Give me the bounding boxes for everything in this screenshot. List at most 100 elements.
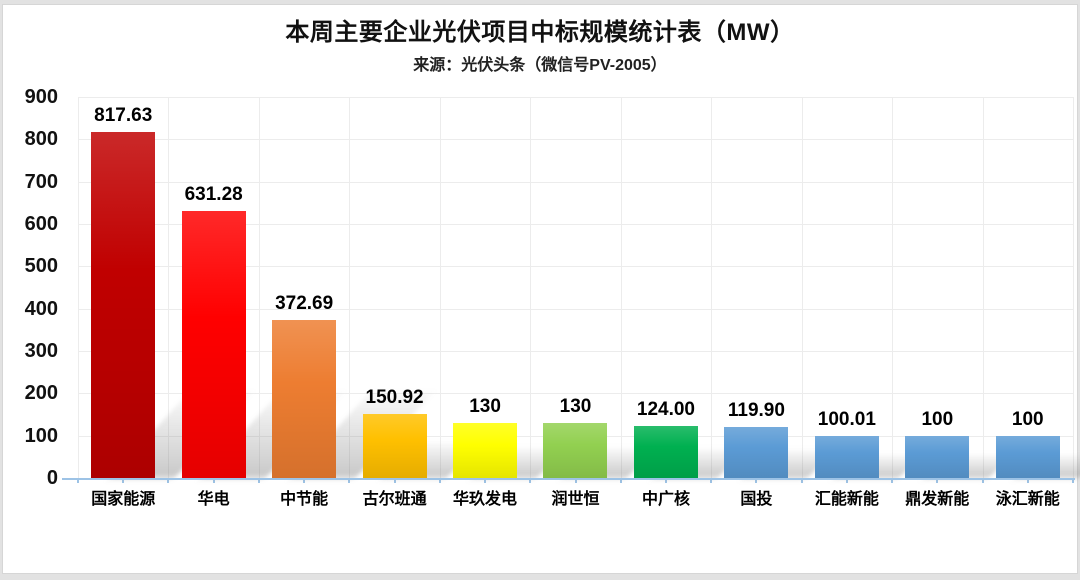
category-label: 华玖发电 (453, 491, 518, 508)
bar (181, 210, 246, 479)
bar (814, 435, 879, 479)
x-tick (664, 478, 667, 483)
bar (995, 435, 1060, 479)
h-gridline (78, 351, 1073, 352)
v-gridline (982, 97, 984, 478)
x-tick (348, 478, 351, 483)
category-label: 汇能新能 (814, 491, 879, 508)
bar-slot: 150.92 (349, 97, 479, 478)
h-gridline (78, 139, 1073, 141)
h-gridline (78, 181, 1073, 183)
chart-title: 本周主要企业光伏项目中标规模统计表（MW） (285, 19, 795, 46)
x-axis-ticks (77, 478, 1074, 484)
y-tick-label: 500 (24, 255, 58, 278)
v-gridline (801, 97, 803, 478)
bar-value-label: 124.00 (636, 398, 695, 420)
bar-slot: 124.00 (621, 97, 744, 479)
v-gridline (258, 97, 260, 478)
x-tick (574, 478, 577, 483)
category-label: 华电 (197, 491, 230, 508)
bar-slot: 130 (440, 97, 565, 479)
chart-subtitle: 来源：光伏头条（微信号PV-2005） (413, 57, 667, 74)
bar (724, 427, 789, 478)
x-tick (845, 478, 848, 483)
h-gridline (78, 393, 1073, 395)
v-gridline (620, 97, 622, 478)
category-label: 国投 (740, 491, 773, 508)
category-label: 国家能源 (91, 491, 156, 508)
v-gridline (711, 97, 713, 478)
x-tick (393, 478, 396, 483)
v-gridline (439, 97, 441, 478)
v-gridline (168, 97, 170, 478)
bar-value-label: 100.01 (817, 408, 876, 430)
bar-slot: 100 (983, 97, 1080, 479)
x-tick (212, 478, 215, 483)
bar-slot: 100 (892, 97, 1011, 479)
bar-slot: 631.28 (168, 97, 343, 479)
x-tick (891, 478, 894, 483)
y-tick-label: 100 (24, 424, 58, 447)
bar-value-label: 130 (559, 395, 592, 417)
x-tick (529, 478, 532, 483)
bar (905, 435, 970, 479)
bar-slot: 130 (530, 97, 655, 479)
x-tick (257, 478, 260, 483)
category-label: 润世恒 (551, 491, 600, 508)
bar (453, 422, 518, 479)
x-tick (981, 478, 984, 483)
v-gridline (892, 97, 894, 478)
bar-slot: 100.01 (802, 97, 920, 479)
bar-slot: 119.90 (711, 97, 834, 478)
y-tick-label: 600 (24, 213, 58, 235)
x-tick (800, 478, 803, 483)
x-tick (303, 478, 306, 483)
bar-value-label: 130 (469, 395, 501, 417)
bar-value-label: 817.63 (94, 104, 153, 126)
bar (362, 414, 427, 478)
x-tick (438, 478, 441, 483)
v-gridline (78, 97, 79, 478)
x-tick (77, 478, 79, 483)
y-tick-label: 200 (24, 382, 58, 405)
bar (272, 320, 337, 478)
category-label: 泳汇新能 (995, 491, 1060, 508)
x-tick (167, 478, 170, 483)
x-tick (484, 478, 487, 483)
bar-value-label: 372.69 (275, 293, 334, 315)
x-axis-line (62, 478, 1075, 480)
x-tick (122, 478, 125, 483)
v-gridline (1073, 97, 1074, 478)
bar (633, 425, 698, 479)
bar-slot: 817.63 (78, 97, 252, 479)
v-gridline (530, 97, 532, 478)
h-gridline (78, 224, 1073, 225)
h-gridline (78, 266, 1073, 268)
category-labels-row: 国家能源 华电 中节能 古尔班通 华玖发电 润世恒 中广核 国投 汇能新能 鼎发新能 泳汇新能 (78, 490, 1073, 512)
bar-value-label: 119.90 (727, 400, 785, 422)
v-gridline (349, 97, 351, 478)
h-gridline (78, 97, 1073, 98)
bar-value-label: 150.92 (365, 387, 424, 409)
x-tick (755, 478, 758, 483)
h-gridline (78, 308, 1073, 310)
x-tick (619, 478, 622, 483)
x-tick (936, 478, 939, 483)
bar (91, 131, 156, 479)
y-tick-label: 400 (24, 297, 58, 320)
x-tick (1026, 478, 1029, 483)
category-label: 中广核 (641, 491, 690, 508)
bar-slot: 372.69 (259, 97, 433, 478)
y-tick-label: 300 (24, 340, 58, 362)
category-label: 中节能 (280, 491, 329, 508)
plot-area: 817.63 631.28 372.69 150.92 130 130 124.00 119.… (62, 97, 1080, 480)
bar-value-label: 100 (921, 408, 954, 430)
y-tick-label: 0 (46, 467, 58, 489)
x-tick (710, 478, 713, 483)
category-label: 古尔班通 (362, 491, 427, 508)
y-tick-label: 700 (24, 170, 58, 193)
bar (543, 422, 608, 479)
y-axis-labels: 900 800 700 600 500 400 300 200 100 0 (0, 87, 66, 488)
bar-value-label: 100 (1011, 408, 1044, 430)
